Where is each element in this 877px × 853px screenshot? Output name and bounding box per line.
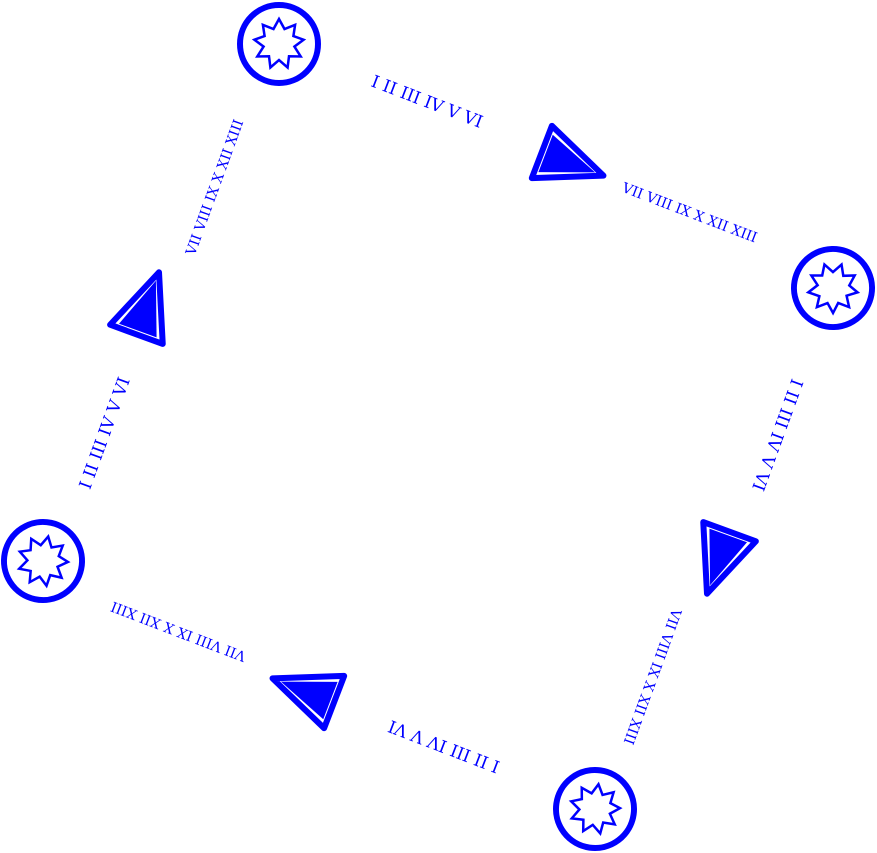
edge-top-label-second: VII VIII IX X XII XIII [619,180,759,247]
edge-bottom: I II III IV V VI VII VIII IX X XII XIII [109,598,503,776]
edge-right: I II III IV V VI VII VIII IX X XII XIII [620,376,806,746]
node-top-left-star-icon [240,5,318,83]
edge-top: I II III IV V VI VII VIII IX X XII XIII [368,72,759,246]
edge-top-label-first: I II III IV V VI [368,72,485,133]
edge-right-label-first: I II III IV V VI [747,376,806,493]
edge-right-label-second: VII VIII IX X XII XIII [620,605,684,746]
edge-bottom-label-second: VII VIII IX X XII XIII [109,598,249,665]
edge-left-label-first: I II III IV V VI [76,375,135,492]
node-bottom-right-star-icon [551,765,639,853]
edge-bottom-label-first: I II III IV V VI [386,715,503,776]
edge-left-label-second: VII VIII IX X XII XIII [183,118,247,259]
edge-top-arrow-icon [532,126,614,202]
edge-right-arrow-icon [681,522,756,603]
node-bottom-left-star-icon [0,515,89,608]
edge-bottom-arrow-icon [262,652,344,728]
edge-left-arrow-icon [110,263,185,344]
edge-left: I II III IV V VI VII VIII IX X XII XIII [76,118,247,492]
node-top-right-star-icon [783,238,877,338]
